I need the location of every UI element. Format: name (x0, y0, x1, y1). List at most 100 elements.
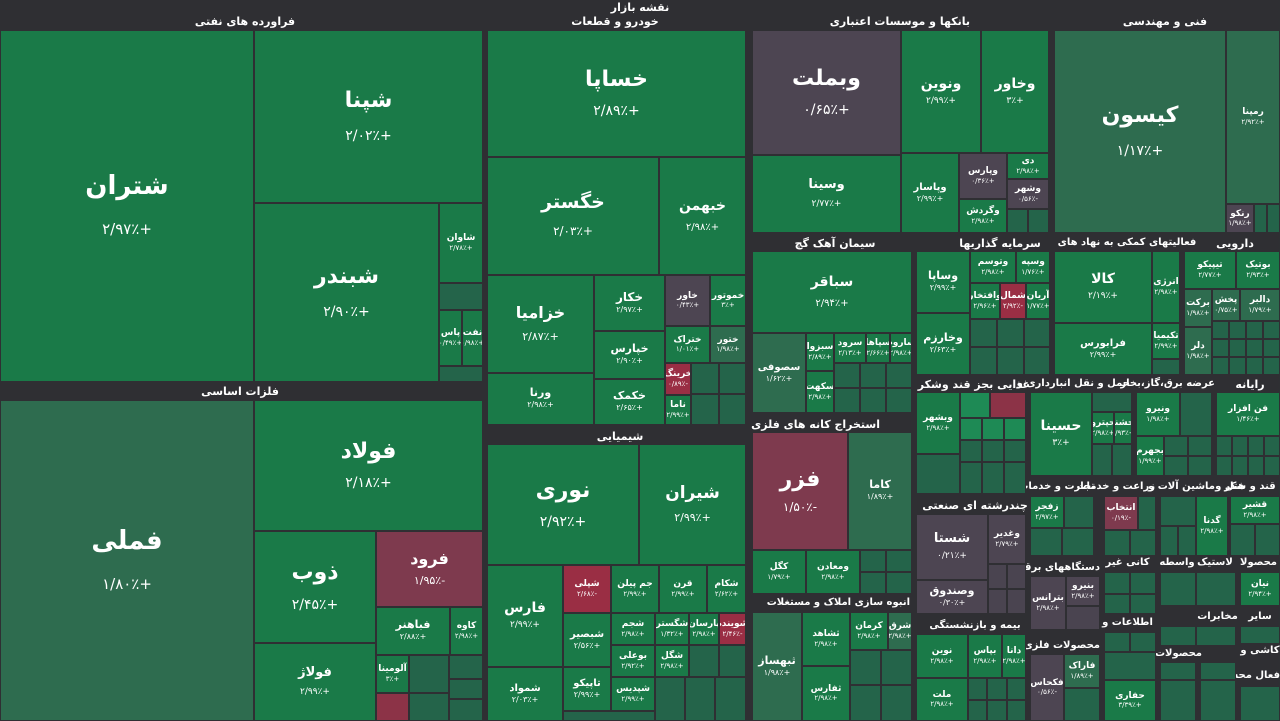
tile-small[interactable] (409, 693, 449, 721)
tile-vgardesh[interactable]: وگردش +۲/۹۸٪ (959, 199, 1007, 233)
tile-small[interactable] (1254, 204, 1267, 233)
tile-small[interactable] (960, 462, 982, 494)
tile-small[interactable] (1267, 204, 1280, 233)
tile-small[interactable] (1066, 606, 1100, 630)
tile-small[interactable] (997, 319, 1024, 347)
tile-small[interactable] (987, 678, 1007, 700)
tile-small[interactable] (1130, 572, 1156, 594)
tile-small[interactable] (1232, 436, 1248, 456)
tile-shajam[interactable]: شجم +۲/۹۸٪ (611, 613, 655, 645)
tile-small[interactable] (1264, 436, 1280, 456)
tile-dalbor[interactable]: دالبر +۱/۷۹٪ (1240, 289, 1280, 321)
tile-small[interactable] (1007, 564, 1026, 589)
tile-fameli[interactable]: فملی +۱/۸۰٪ (0, 400, 254, 721)
tile-small[interactable] (449, 699, 483, 721)
tile-khring[interactable]: خرینگ -۰/۸۹٪ (665, 363, 691, 395)
tile-shegol[interactable]: شگل +۲/۹۸٪ (655, 645, 689, 677)
tile-shapna[interactable]: شپنا +۲/۰۲٪ (254, 30, 483, 203)
tile-small[interactable] (1263, 357, 1280, 375)
tile-mellat[interactable]: ملت +۲/۹۸٪ (916, 678, 968, 721)
tile-faraak[interactable]: فاراک +۱/۸۹٪ (1064, 654, 1100, 688)
tile-shbasir[interactable]: شبصیر +۲/۵۶٪ (563, 613, 611, 667)
tile-shavinde[interactable]: شوینده -۲/۴۶٪ (719, 613, 746, 645)
tile-sarod[interactable]: سرود +۲/۱۳٪ (834, 333, 866, 363)
tile-small[interactable] (1152, 359, 1180, 375)
tile-ghashir[interactable]: قشیر +۲/۹۸٪ (1230, 496, 1280, 524)
tile-khkmak[interactable]: خکمک +۲/۶۵٪ (594, 379, 665, 425)
tile-bjahrom[interactable]: بجهرم +۱/۹۹٪ (1136, 436, 1164, 476)
tile-anrji[interactable]: انرژی +۲/۹۸٪ (1152, 251, 1180, 323)
tile-kerman[interactable]: کرمان +۲/۹۸٪ (850, 612, 888, 650)
tile-small[interactable] (968, 700, 987, 721)
tile-shavan[interactable]: شاوان +۲/۷۸٪ (439, 203, 483, 283)
tile-small[interactable] (376, 693, 409, 721)
tile-gadna[interactable]: گدنا +۲/۹۸٪ (1196, 496, 1228, 556)
tile-small[interactable] (1240, 626, 1280, 644)
tile-vaniro[interactable]: ونیرو +۱/۹۸٪ (1136, 392, 1180, 436)
tile-dlar[interactable]: دلر +۱/۹۸٪ (1184, 327, 1212, 375)
tile-small[interactable] (1255, 524, 1280, 556)
tile-small[interactable] (1246, 321, 1263, 339)
tile-small[interactable] (1229, 357, 1246, 375)
tile-fakhaas[interactable]: فکحاس -۰/۵۶٪ (1030, 654, 1064, 721)
tile-small[interactable] (1092, 392, 1132, 412)
tile-vnovin[interactable]: ونوین +۲/۹۹٪ (901, 30, 981, 153)
tile-barkat[interactable]: برکت +۱/۹۸٪ (1184, 289, 1212, 327)
tile-small[interactable] (960, 418, 982, 440)
tile-vkhavar[interactable]: وخاور +۳٪ (981, 30, 1049, 153)
tile-small[interactable] (1007, 209, 1028, 233)
tile-small[interactable] (1160, 626, 1196, 646)
tile-parsan[interactable]: پارسان +۲/۹۸٪ (689, 613, 719, 645)
tile-small[interactable] (1007, 678, 1026, 700)
tile-small[interactable] (1030, 528, 1062, 556)
tile-vkharzam[interactable]: وخارزم +۲/۶۳٪ (916, 313, 970, 375)
tile-shiran[interactable]: شیران +۲/۹۹٪ (639, 444, 746, 565)
tile-small[interactable] (988, 589, 1007, 614)
tile-small[interactable] (997, 347, 1024, 375)
tile-small[interactable] (860, 363, 886, 388)
tile-sabaqer[interactable]: سباقر +۲/۹۴٪ (752, 251, 912, 333)
tile-foroud[interactable]: فرود -۱/۹۵٪ (376, 531, 483, 607)
tile-small[interactable] (850, 650, 881, 685)
tile-folaj[interactable]: فولاژ +۲/۹۹٪ (254, 643, 376, 721)
tile-small[interactable] (860, 388, 886, 413)
tile-rankou[interactable]: رنکو +۱/۹۸٪ (1226, 204, 1254, 233)
tile-khtrak[interactable]: ختراک +۱/۰۱٪ (665, 326, 710, 363)
tile-small[interactable] (1200, 680, 1236, 721)
tile-small[interactable] (1024, 347, 1050, 375)
tile-small[interactable] (1112, 444, 1132, 476)
tile-small[interactable] (860, 572, 886, 594)
tile-small[interactable] (1024, 319, 1050, 347)
tile-small[interactable] (719, 394, 746, 425)
tile-small[interactable] (1130, 632, 1156, 652)
tile-small[interactable] (1248, 456, 1264, 476)
tile-tafars[interactable]: ثفارس +۲/۹۸٪ (802, 666, 850, 721)
tile-small[interactable] (439, 366, 483, 382)
tile-zfajr[interactable]: زفجر +۲/۹۷٪ (1030, 496, 1064, 528)
tile-small[interactable] (439, 283, 483, 310)
tile-vseph[interactable]: وسپه +۱/۷۶٪ (1016, 251, 1050, 283)
tile-vorna[interactable]: ورنا +۲/۹۸٪ (487, 373, 594, 425)
tile-small[interactable] (982, 440, 1004, 462)
tile-small[interactable] (1246, 357, 1263, 375)
tile-bayas[interactable]: بپاس +۲/۹۸٪ (968, 634, 1002, 678)
tile-small[interactable] (1230, 524, 1255, 556)
tile-small[interactable] (1160, 496, 1196, 526)
tile-small[interactable] (563, 711, 655, 721)
tile-sarum[interactable]: ساروم +۲/۹۸٪ (890, 333, 912, 363)
tile-khpars[interactable]: خپارس +۲/۹۰٪ (594, 331, 665, 379)
tile-dtkimia[interactable]: تکیمیا +۲/۹۹٪ (1152, 323, 1180, 359)
tile-small[interactable] (691, 363, 719, 394)
tile-small[interactable] (1188, 436, 1212, 456)
tile-small[interactable] (1028, 209, 1049, 233)
tile-small[interactable] (987, 700, 1007, 721)
tile-small[interactable] (1160, 526, 1178, 556)
tile-small[interactable] (850, 685, 881, 721)
tile-jampilan[interactable]: جم پیلن +۲/۹۹٪ (611, 565, 659, 613)
tile-booali[interactable]: بوعلی +۲/۹۲٪ (611, 645, 655, 677)
tile-kala[interactable]: کالا +۲/۱۹٪ (1054, 251, 1152, 323)
tile-shabandar[interactable]: شبندر +۲/۹۰٪ (254, 203, 439, 382)
tile-small[interactable] (982, 462, 1004, 494)
tile-vsapa[interactable]: وساپا +۲/۹۹٪ (916, 251, 970, 313)
tile-ramapna[interactable]: رمپنا +۲/۹۲٪ (1226, 30, 1280, 204)
